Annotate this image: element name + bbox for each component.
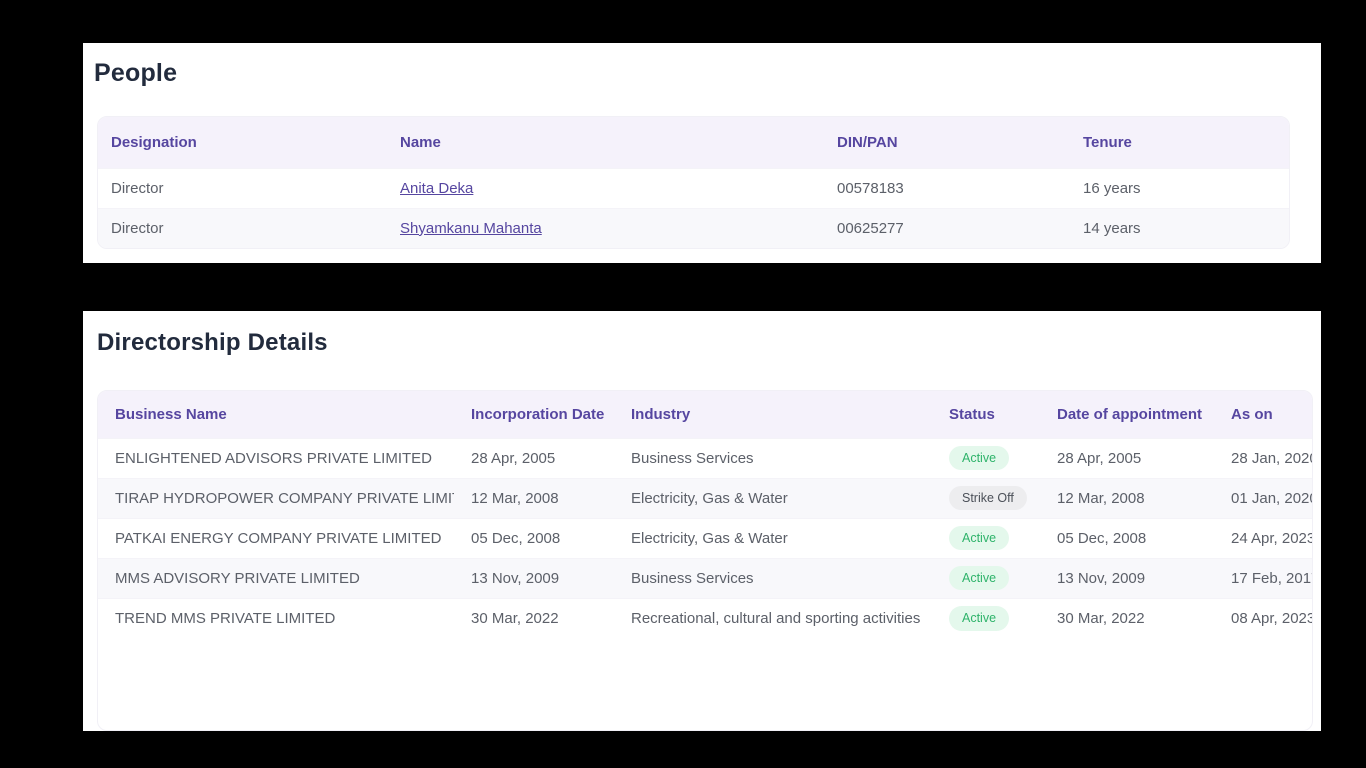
incorporation-date-cell: 13 Nov, 2009 xyxy=(454,557,614,598)
directorship-section-title: Directorship Details xyxy=(97,329,328,356)
as-on-cell: 28 Jan, 2020 xyxy=(1214,437,1312,478)
industry-cell: Electricity, Gas & Water xyxy=(614,517,932,558)
status-badge: Strike Off xyxy=(949,485,1027,511)
table-row: TIRAP HYDROPOWER COMPANY PRIVATE LIMITED… xyxy=(98,477,1312,518)
date-of-appointment-cell: 05 Dec, 2008 xyxy=(1040,517,1214,558)
din-pan-cell: 00625277 xyxy=(824,207,1070,248)
directorship-header-status: Status xyxy=(932,391,1040,438)
table-row: MMS ADVISORY PRIVATE LIMITED 13 Nov, 200… xyxy=(98,557,1312,598)
industry-cell: Recreational, cultural and sporting acti… xyxy=(614,597,932,638)
as-on-cell: 01 Jan, 2020 xyxy=(1214,477,1312,518)
incorporation-date-cell: 12 Mar, 2008 xyxy=(454,477,614,518)
status-badge: Active xyxy=(949,565,1010,591)
designation-cell: Director xyxy=(98,167,387,208)
directorship-table-header-row: Business Name Incorporation Date Industr… xyxy=(98,391,1312,438)
directorship-header-as-on: As on xyxy=(1214,391,1312,438)
incorporation-date-cell: 05 Dec, 2008 xyxy=(454,517,614,558)
status-badge: Active xyxy=(949,525,1010,551)
directorship-table: Business Name Incorporation Date Industr… xyxy=(97,390,1313,731)
date-of-appointment-cell: 30 Mar, 2022 xyxy=(1040,597,1214,638)
status-badge: Active xyxy=(949,606,1010,631)
as-on-cell: 24 Apr, 2023 xyxy=(1214,517,1312,558)
directorship-header-incorporation-date: Incorporation Date xyxy=(454,391,614,438)
business-name-cell: TIRAP HYDROPOWER COMPANY PRIVATE LIMITED xyxy=(98,477,454,518)
directorship-header-business-name: Business Name xyxy=(98,391,454,438)
as-on-cell: 17 Feb, 2017 xyxy=(1214,557,1312,598)
name-cell: Anita Deka xyxy=(387,167,824,208)
industry-cell: Business Services xyxy=(614,437,932,478)
date-of-appointment-cell: 28 Apr, 2005 xyxy=(1040,437,1214,478)
business-name-cell: ENLIGHTENED ADVISORS PRIVATE LIMITED xyxy=(98,437,454,478)
name-cell: Shyamkanu Mahanta xyxy=(387,207,824,248)
people-table-header-row: Designation Name DIN/PAN Tenure xyxy=(98,117,1289,168)
status-cell: Active xyxy=(932,557,1040,598)
industry-cell: Business Services xyxy=(614,557,932,598)
status-cell: Active xyxy=(932,437,1040,478)
directorship-header-date-of-appointment: Date of appointment xyxy=(1040,391,1214,438)
date-of-appointment-cell: 13 Nov, 2009 xyxy=(1040,557,1214,598)
directorship-header-industry: Industry xyxy=(614,391,932,438)
person-link-shyamkanu-mahanta[interactable]: Shyamkanu Mahanta xyxy=(400,219,542,237)
people-table: Designation Name DIN/PAN Tenure Director… xyxy=(97,116,1290,249)
people-header-designation: Designation xyxy=(98,117,387,168)
directorship-details-section: Directorship Details Business Name Incor… xyxy=(83,311,1321,731)
people-header-tenure: Tenure xyxy=(1070,117,1289,168)
table-row: TREND MMS PRIVATE LIMITED 30 Mar, 2022 R… xyxy=(98,597,1312,638)
people-header-name: Name xyxy=(387,117,824,168)
industry-cell: Electricity, Gas & Water xyxy=(614,477,932,518)
designation-cell: Director xyxy=(98,207,387,248)
status-cell: Active xyxy=(932,597,1040,638)
date-of-appointment-cell: 12 Mar, 2008 xyxy=(1040,477,1214,518)
table-row: Director Shyamkanu Mahanta 00625277 14 y… xyxy=(98,207,1289,248)
din-pan-cell: 00578183 xyxy=(824,167,1070,208)
business-name-cell: TREND MMS PRIVATE LIMITED xyxy=(98,597,454,638)
incorporation-date-cell: 28 Apr, 2005 xyxy=(454,437,614,478)
status-badge: Active xyxy=(949,445,1010,471)
incorporation-date-cell: 30 Mar, 2022 xyxy=(454,597,614,638)
tenure-cell: 16 years xyxy=(1070,167,1289,208)
tenure-cell: 14 years xyxy=(1070,207,1289,248)
status-cell: Active xyxy=(932,517,1040,558)
table-row: ENLIGHTENED ADVISORS PRIVATE LIMITED 28 … xyxy=(98,437,1312,478)
people-section: People Designation Name DIN/PAN Tenure D… xyxy=(83,43,1321,263)
business-name-cell: PATKAI ENERGY COMPANY PRIVATE LIMITED xyxy=(98,517,454,558)
table-row: Director Anita Deka 00578183 16 years xyxy=(98,167,1289,208)
person-link-anita-deka[interactable]: Anita Deka xyxy=(400,179,474,197)
people-section-title: People xyxy=(94,59,178,87)
as-on-cell: 08 Apr, 2023 xyxy=(1214,597,1312,638)
business-name-cell: MMS ADVISORY PRIVATE LIMITED xyxy=(98,557,454,598)
table-row: PATKAI ENERGY COMPANY PRIVATE LIMITED 05… xyxy=(98,517,1312,558)
people-header-din-pan: DIN/PAN xyxy=(824,117,1070,168)
status-cell: Strike Off xyxy=(932,477,1040,518)
